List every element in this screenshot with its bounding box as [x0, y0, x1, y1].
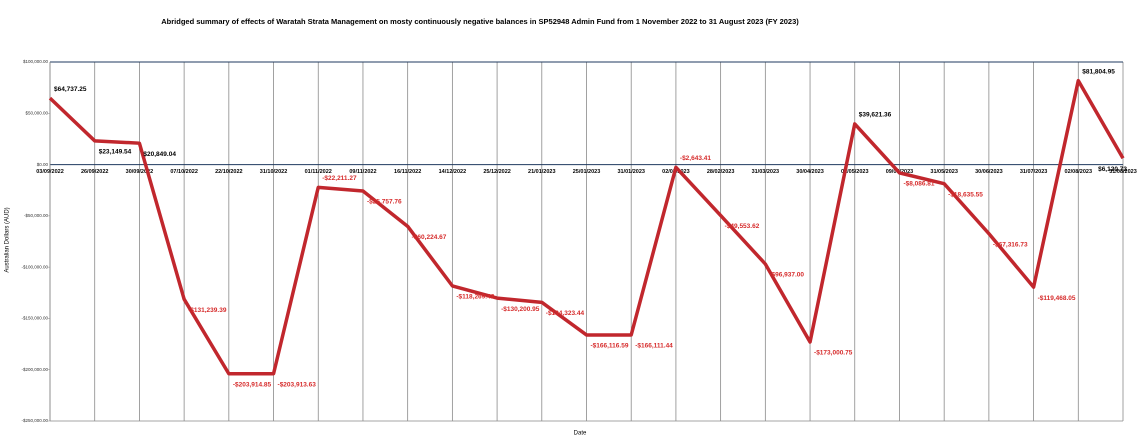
value-label: -$134,323.44: [546, 310, 585, 317]
value-label: -$166,111.44: [635, 343, 673, 350]
x-tick-label: 31/10/2022: [260, 169, 288, 175]
value-label: $64,737.25: [54, 86, 87, 93]
value-label: -$18,635.55: [948, 191, 983, 198]
value-label: -$22,211.27: [322, 175, 357, 182]
value-label: -$131,239.39: [188, 307, 227, 314]
value-label: -$173,000.75: [814, 350, 853, 357]
y-tick-label: -$250,000.00: [21, 418, 48, 423]
x-tick-label: 31/07/2023: [1020, 169, 1048, 175]
value-label: -$67,316.73: [993, 241, 1028, 248]
x-tick-label: 25/01/2023: [573, 169, 601, 175]
x-tick-label: 21/01/2023: [528, 169, 556, 175]
value-label: $39,621.36: [859, 112, 892, 119]
value-label: -$25,757.76: [367, 199, 402, 206]
y-tick-label: $100,000.00: [23, 59, 49, 64]
x-tick-label: 30/09/2022: [126, 169, 154, 175]
x-tick-label: 28/02/2023: [707, 169, 735, 175]
x-tick-label: 25/12/2022: [483, 169, 511, 175]
y-axis-label: Australian Dollars (AUD): [5, 207, 11, 272]
x-tick-label: 16/11/2022: [394, 169, 421, 175]
x-tick-label: 31/03/2023: [752, 169, 780, 175]
x-axis-label: Date: [574, 431, 587, 437]
y-tick-label: -$150,000.00: [21, 316, 48, 321]
x-tick-label: 01/05/2023: [841, 169, 869, 175]
line: [48, 78, 1125, 376]
value-label: -$2,643.41: [680, 155, 711, 162]
value-label: -$49,553.62: [725, 223, 760, 230]
x-tick-label: 22/10/2022: [215, 169, 243, 175]
x-tick-label: 30/06/2023: [975, 169, 1003, 175]
value-label: -$130,200.95: [501, 306, 540, 313]
chart-title: Abridged summary of effects of Waratah S…: [161, 17, 799, 26]
value-label: -$96,937.00: [769, 272, 804, 279]
x-tick-label: 07/10/2022: [170, 169, 198, 175]
x-tick-label: 01/11/2022: [305, 169, 332, 175]
value-label: $81,804.95: [1082, 68, 1115, 75]
value-label: -$118,269.42: [456, 294, 494, 301]
value-label: $23,149.54: [99, 149, 132, 156]
value-label: $20,849.04: [143, 151, 176, 158]
value-label: -$60,224.67: [412, 234, 447, 241]
x-tick-label: 30/04/2023: [796, 169, 824, 175]
value-label: -$119,468.05: [1038, 295, 1076, 302]
y-tick-label: -$100,000.00: [21, 264, 48, 269]
x-tick-label: 31/01/2023: [617, 169, 645, 175]
value-label: $6,120.73: [1098, 166, 1127, 173]
value-label: -$203,914.85: [233, 381, 272, 388]
x-tick-label: 14/12/2022: [439, 169, 467, 175]
x-tick-label: 31/05/2023: [930, 169, 958, 175]
y-tick-label: $0.00: [37, 162, 49, 167]
value-label: -$8,086.81: [903, 181, 934, 188]
y-tick-label: -$50,000.00: [24, 213, 49, 218]
x-tick-label: 09/11/2022: [349, 169, 376, 175]
y-tick-label: $50,000.00: [25, 110, 48, 115]
x-tick-label: 02/08/2023: [1065, 169, 1093, 175]
y-tick-label: -$200,000.00: [21, 367, 48, 372]
x-tick-label: 31/08/2023: [1109, 169, 1137, 175]
value-label: -$166,116.59: [591, 343, 629, 350]
value-label: -$203,913.63: [278, 381, 317, 388]
x-tick-label: 26/09/2022: [81, 169, 109, 175]
